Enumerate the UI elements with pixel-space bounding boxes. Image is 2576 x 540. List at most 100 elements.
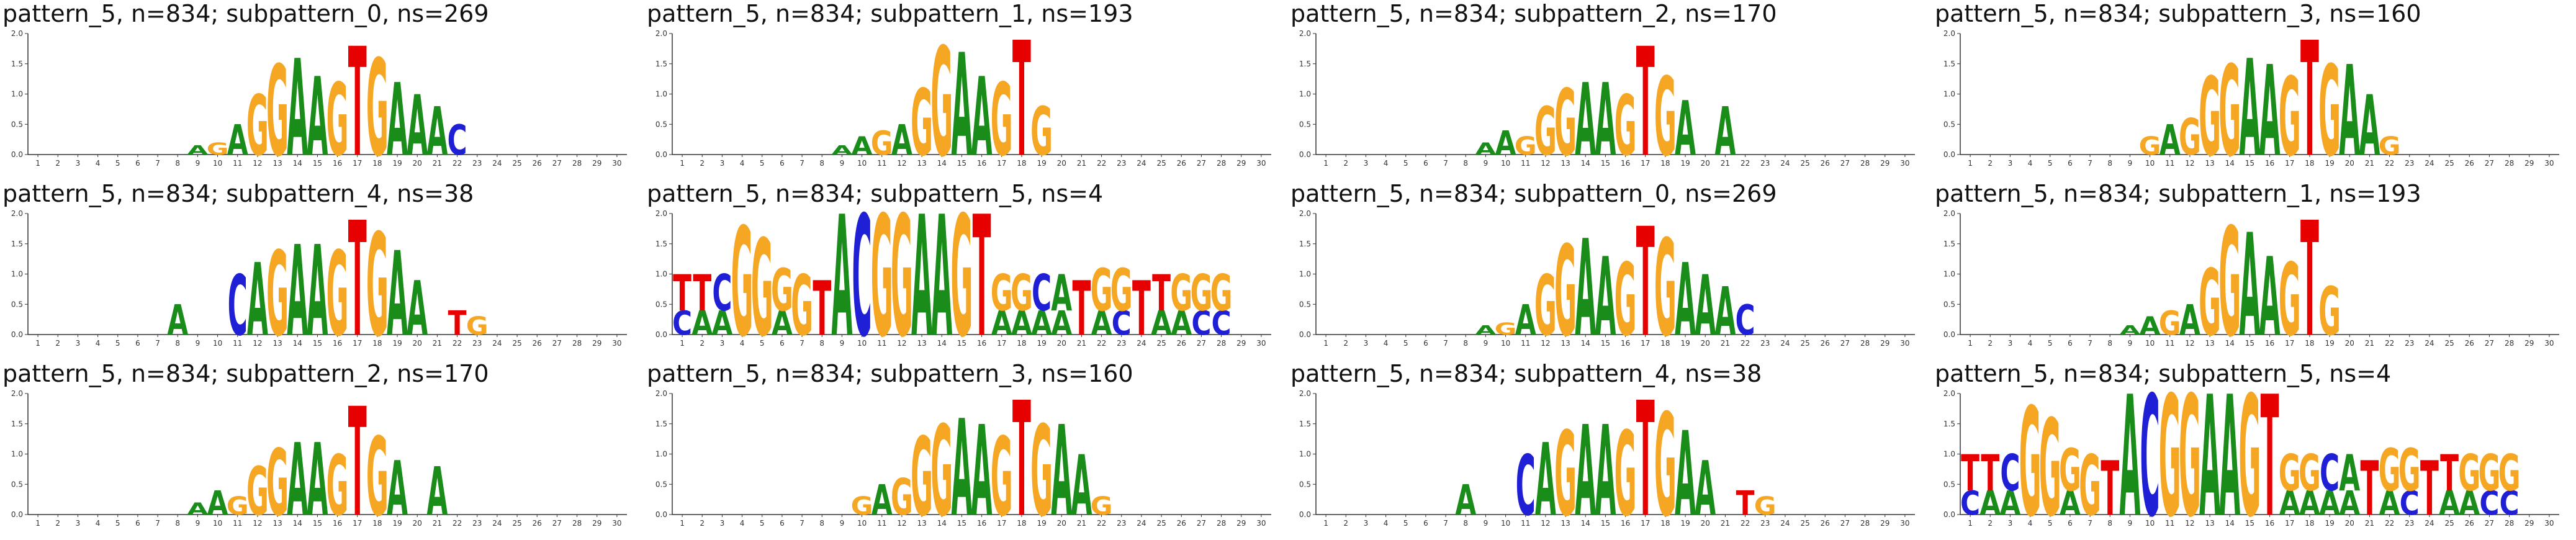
y-tick-label: 1.5 bbox=[1299, 240, 1311, 248]
x-tick-label: 13 bbox=[1560, 519, 1570, 528]
logo-letter-A: A bbox=[1695, 259, 1716, 355]
x-tick-label: 10 bbox=[857, 339, 867, 348]
x-tick-label: 17 bbox=[353, 519, 362, 528]
logo-plot: 0.00.51.01.52.01 2 3 4 5 6 7 8 9 10 11 12 13 14 15 16 17… bbox=[11, 16, 627, 190]
y-tick-label: 0.0 bbox=[1943, 510, 1955, 519]
logo-letter-G: G bbox=[930, 400, 953, 540]
logo-letter-A: A bbox=[2439, 484, 2460, 523]
logo-letter-G: G bbox=[1534, 94, 1557, 171]
x-tick-label: 28 bbox=[572, 339, 582, 348]
y-tick-label: 2.0 bbox=[1943, 29, 1955, 38]
logo-letter-C: C bbox=[2500, 484, 2520, 523]
x-tick-label: 21 bbox=[1077, 519, 1086, 528]
logo-panel: pattern_5, n=834; subpattern_1, ns=193 0.… bbox=[1932, 180, 2576, 372]
x-tick-label: 3 bbox=[1364, 159, 1369, 168]
logo-letter-A: A bbox=[1071, 439, 1092, 535]
y-tick-label: 1.5 bbox=[1943, 240, 1955, 248]
x-tick-label: 14 bbox=[293, 339, 302, 348]
x-tick-label: 2 bbox=[1343, 339, 1348, 348]
logo-letter-A: A bbox=[1595, 234, 1616, 360]
x-tick-label: 15 bbox=[313, 339, 322, 348]
logo-letter-A: A bbox=[287, 32, 308, 186]
y-tick-label: 2.0 bbox=[11, 209, 23, 218]
x-tick-label: 27 bbox=[1197, 339, 1206, 348]
x-tick-label: 28 bbox=[1860, 159, 1870, 168]
logo-letter-C: C bbox=[2140, 361, 2160, 540]
x-tick-label: 14 bbox=[2225, 339, 2235, 348]
x-tick-label: 5 bbox=[2048, 159, 2053, 168]
logo-panel: pattern_5, n=834; subpattern_2, ns=170 0.… bbox=[1288, 0, 1932, 190]
x-tick-label: 2 bbox=[700, 519, 705, 528]
logo-letter-A: A bbox=[1595, 400, 1616, 540]
x-tick-label: 24 bbox=[1780, 339, 1790, 348]
x-tick-label: 24 bbox=[1780, 519, 1790, 528]
x-tick-label: 16 bbox=[977, 159, 986, 168]
x-tick-label: 4 bbox=[740, 339, 745, 348]
x-tick-label: 6 bbox=[2068, 339, 2073, 348]
logo-letter-G: G bbox=[366, 414, 389, 540]
x-tick-label: 24 bbox=[1780, 159, 1790, 168]
logo-letter-G: G bbox=[2379, 132, 2401, 161]
logo-letter-G: G bbox=[771, 257, 793, 325]
logo-letter-G: G bbox=[2498, 445, 2521, 503]
x-tick-label: 25 bbox=[1800, 339, 1809, 348]
logo-letter-G: G bbox=[911, 70, 933, 176]
x-tick-label: 4 bbox=[740, 159, 745, 168]
x-tick-label: 5 bbox=[1403, 519, 1408, 528]
x-tick-label: 10 bbox=[213, 339, 222, 348]
logo-letter-G: G bbox=[731, 196, 754, 370]
logo-plot: 0.00.51.01.52.01 2 3 4 5 6 7 8 9 10 11 12 13 14 15 16 17… bbox=[1943, 8, 2559, 192]
logo-letter-G: G bbox=[1170, 265, 1192, 323]
x-tick-label: 21 bbox=[2365, 519, 2374, 528]
x-tick-label: 13 bbox=[1560, 339, 1570, 348]
x-tick-label: 22 bbox=[1741, 339, 1750, 348]
x-tick-label: 18 bbox=[2305, 339, 2314, 348]
y-tick-label: 1.5 bbox=[655, 240, 667, 248]
y-tick-label: 0.5 bbox=[1943, 120, 1955, 128]
x-tick-label: 25 bbox=[2444, 159, 2454, 168]
x-tick-label: 8 bbox=[175, 159, 180, 168]
x-tick-label: 26 bbox=[533, 519, 542, 528]
logo-letter-G: G bbox=[1615, 79, 1637, 175]
x-tick-label: 30 bbox=[2544, 519, 2554, 528]
x-tick-label: 30 bbox=[1900, 519, 1909, 528]
x-tick-label: 24 bbox=[2425, 159, 2434, 168]
x-tick-label: 12 bbox=[1541, 159, 1550, 168]
x-tick-label: 17 bbox=[353, 339, 362, 348]
logo-letter-A: A bbox=[1051, 265, 1072, 323]
x-tick-label: 25 bbox=[1156, 159, 1166, 168]
x-tick-label: 15 bbox=[957, 519, 966, 528]
x-tick-label: 7 bbox=[1443, 519, 1448, 528]
x-tick-label: 22 bbox=[453, 159, 462, 168]
logo-letter-G: G bbox=[1754, 492, 1777, 521]
y-tick-label: 1.5 bbox=[11, 240, 23, 248]
x-tick-label: 5 bbox=[760, 339, 765, 348]
x-tick-label: 13 bbox=[272, 159, 282, 168]
logo-letter-T: T bbox=[1636, 16, 1655, 190]
x-tick-label: 22 bbox=[1741, 519, 1750, 528]
x-tick-label: 11 bbox=[877, 339, 886, 348]
x-tick-label: 30 bbox=[1256, 339, 1266, 348]
x-tick-label: 27 bbox=[2485, 339, 2494, 348]
x-tick-label: 20 bbox=[413, 519, 422, 528]
x-tick-label: 20 bbox=[1701, 159, 1710, 168]
x-tick-label: 6 bbox=[2068, 519, 2073, 528]
x-tick-label: 7 bbox=[155, 519, 160, 528]
x-tick-label: 9 bbox=[840, 339, 845, 348]
x-tick-label: 16 bbox=[2265, 519, 2274, 528]
x-tick-label: 5 bbox=[1403, 159, 1408, 168]
x-tick-label: 27 bbox=[1840, 159, 1850, 168]
x-tick-label: 11 bbox=[1521, 519, 1530, 528]
logo-letter-A: A bbox=[2060, 484, 2081, 523]
logo-letter-C: C bbox=[1112, 304, 1132, 343]
y-tick-label: 0.0 bbox=[655, 150, 667, 159]
x-tick-label: 11 bbox=[2165, 159, 2174, 168]
y-tick-label: 1.5 bbox=[1299, 60, 1311, 68]
x-tick-label: 8 bbox=[2107, 519, 2112, 528]
x-tick-label: 18 bbox=[2305, 159, 2314, 168]
x-tick-label: 5 bbox=[2048, 519, 2053, 528]
x-tick-label: 22 bbox=[1097, 519, 1106, 528]
x-tick-label: 14 bbox=[1581, 339, 1590, 348]
x-tick-label: 12 bbox=[1541, 339, 1550, 348]
x-tick-label: 28 bbox=[1860, 339, 1870, 348]
